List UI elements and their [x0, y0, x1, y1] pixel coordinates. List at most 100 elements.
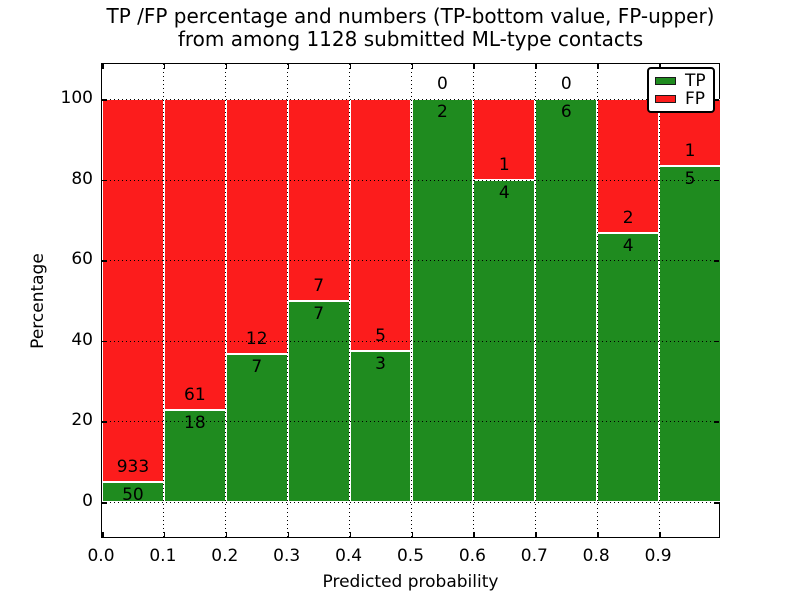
- x-tick-mark: [659, 532, 661, 537]
- y-tick-label: 80: [71, 168, 93, 189]
- bar-fp-segment: [287, 99, 350, 301]
- bar-tp-segment: [349, 350, 412, 502]
- y-tick-mark: [714, 260, 719, 262]
- x-tick-mark: [535, 532, 537, 537]
- x-tick-mark: [597, 64, 599, 69]
- fp-count-label: 61: [184, 385, 206, 406]
- bar-tp-segment: [287, 300, 350, 502]
- gridline-vertical: [534, 64, 536, 539]
- tp-count-label: 3: [375, 353, 386, 374]
- bar-tp-segment: [535, 99, 598, 502]
- fp-count-label: 1: [498, 154, 510, 175]
- bar-tp-segment: [597, 233, 660, 502]
- chart-title: TP /FP percentage and numbers (TP-bottom…: [101, 5, 720, 51]
- tp-count-label: 2: [437, 102, 448, 122]
- tp-count-label: 7: [251, 356, 263, 377]
- fp-count-label: 0: [437, 74, 448, 94]
- legend-label: FP: [685, 88, 706, 109]
- y-tick-mark: [714, 421, 719, 423]
- bar-tp-segment: [225, 353, 288, 502]
- legend-label: TP: [685, 70, 706, 91]
- x-tick-label: 0.1: [149, 546, 177, 566]
- gridline-vertical: [472, 64, 474, 539]
- y-axis-label: Percentage: [28, 253, 48, 349]
- y-tick-label: 20: [71, 410, 93, 431]
- x-tick-label: 0.7: [520, 546, 548, 566]
- legend-item: FP: [655, 88, 707, 109]
- gridline-vertical: [596, 64, 598, 539]
- gridline-vertical: [658, 64, 660, 539]
- bar-tp-segment: [411, 99, 474, 502]
- y-tick-label: 60: [71, 249, 93, 270]
- y-tick-mark: [714, 99, 719, 101]
- chart-title-line1: TP /FP percentage and numbers (TP-bottom…: [106, 4, 715, 28]
- y-tick-mark: [714, 502, 719, 504]
- x-tick-mark: [102, 64, 104, 69]
- x-tick-mark: [411, 64, 413, 69]
- y-tick-mark: [102, 502, 107, 504]
- legend-item: TP: [655, 70, 707, 91]
- x-tick-mark: [225, 64, 228, 69]
- y-tick-label: 100: [60, 88, 93, 108]
- y-tick-mark: [102, 260, 107, 262]
- bar-fp-segment: [225, 99, 288, 354]
- x-tick-label: 0.6: [458, 546, 486, 566]
- tp-count-label: 6: [560, 102, 572, 122]
- x-tick-mark: [349, 64, 352, 69]
- x-tick-label: 0.0: [87, 546, 115, 566]
- chart-title-line2: from among 1128 submitted ML-type contac…: [177, 27, 644, 51]
- x-tick-mark: [473, 64, 475, 69]
- x-tick-label: 0.3: [273, 546, 301, 566]
- bar-fp-segment: [349, 99, 412, 351]
- y-tick-mark: [714, 340, 719, 343]
- x-tick-mark: [597, 532, 599, 537]
- legend: TP FP: [647, 67, 715, 113]
- tp-count-label: 5: [684, 169, 696, 190]
- x-tick-mark: [163, 64, 166, 69]
- x-tick-label: 0.8: [582, 546, 610, 566]
- x-tick-mark: [163, 532, 166, 537]
- tp-count-label: 7: [313, 303, 325, 324]
- x-tick-mark: [659, 64, 661, 69]
- y-tick-mark: [102, 99, 107, 101]
- y-tick-mark: [102, 421, 107, 423]
- tp-count-label: 50: [122, 484, 144, 505]
- fp-count-label: 2: [622, 208, 634, 229]
- gridline-vertical: [287, 64, 289, 539]
- gridline-vertical: [163, 64, 165, 539]
- y-tick-mark: [102, 179, 107, 182]
- gridline-vertical: [349, 64, 351, 539]
- x-tick-mark: [287, 532, 290, 537]
- x-tick-mark: [287, 64, 290, 69]
- x-tick-mark: [473, 532, 475, 537]
- plot-area: 933 50 61 18 12 7 7 7 5 3 0 2 1 4 0 6 2 4 1 5: [101, 63, 721, 539]
- x-tick-label: 0.5: [396, 546, 425, 566]
- tp-count-label: 18: [184, 413, 206, 434]
- y-tick-label: 0: [82, 491, 93, 511]
- fp-count-label: 1: [684, 141, 696, 162]
- tp-count-label: 4: [498, 182, 510, 203]
- x-tick-mark: [535, 64, 537, 69]
- fp-count-label: 7: [313, 275, 325, 296]
- x-tick-mark: [225, 532, 228, 537]
- y-tick-mark: [714, 179, 719, 182]
- gridline-vertical: [411, 64, 412, 539]
- fp-count-label: 0: [560, 74, 572, 94]
- bar-fp-segment: [102, 99, 164, 482]
- x-tick-mark: [411, 532, 413, 537]
- x-tick-label: 0.4: [335, 546, 363, 566]
- x-tick-mark: [349, 532, 352, 537]
- x-axis-label: Predicted probability: [322, 572, 499, 592]
- x-tick-label: 0.2: [211, 546, 239, 566]
- x-tick-mark: [102, 532, 104, 537]
- bar-tp-segment: [659, 166, 721, 502]
- x-tick-label: 0.9: [644, 546, 672, 566]
- fp-count-label: 933: [116, 456, 150, 477]
- y-tick-label: 40: [71, 329, 93, 350]
- tp-count-label: 4: [622, 236, 634, 257]
- legend-swatch-tp: [655, 77, 676, 85]
- gridline-vertical: [225, 64, 227, 539]
- bar-fp-segment: [163, 99, 226, 411]
- bar-tp-segment: [163, 410, 226, 502]
